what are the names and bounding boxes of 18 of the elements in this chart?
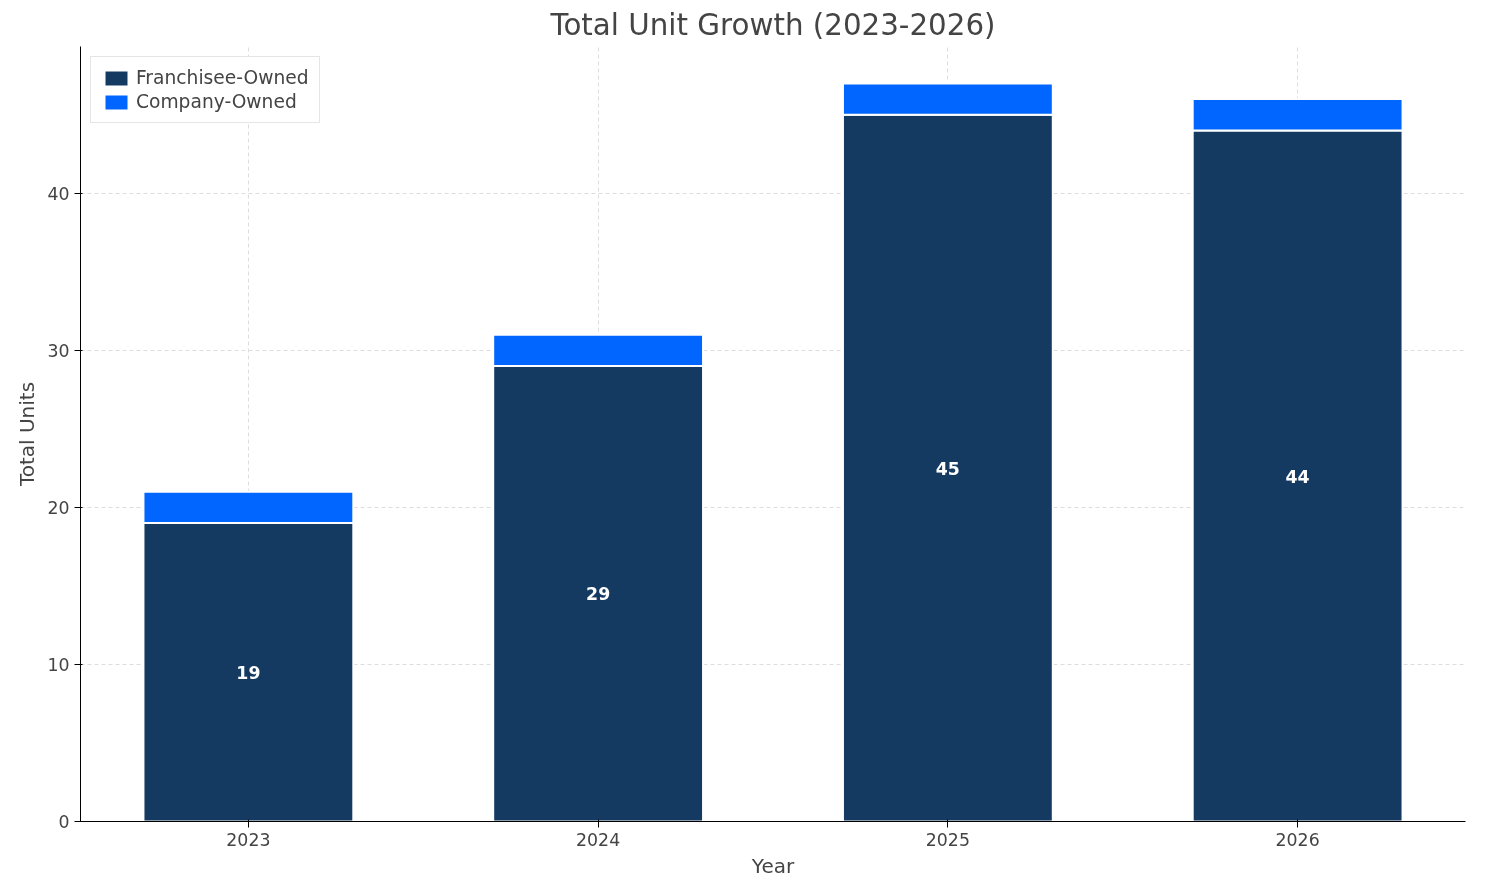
data-label: 19: [236, 662, 261, 683]
x-tick-label: 2024: [576, 829, 621, 850]
y-tick-label: 0: [58, 812, 70, 832]
x-axis-title: Year: [750, 853, 795, 878]
y-tick-label: 10: [47, 654, 70, 675]
data-label: 29: [586, 584, 611, 605]
y-tick-label: 20: [47, 497, 70, 518]
y-tick-label: 40: [47, 183, 70, 204]
x-tick-label: 2025: [925, 829, 970, 850]
legend-label: Company-Owned: [136, 91, 297, 112]
legend-label: Franchisee-Owned: [136, 67, 309, 88]
x-tick-label: 2023: [226, 829, 271, 850]
y-tick-label: 30: [47, 340, 70, 361]
data-label: 44: [1285, 466, 1310, 487]
x-tick-label: 2026: [1275, 829, 1320, 850]
chart-title: Total Unit Growth (2023-2026): [549, 7, 996, 42]
data-label: 45: [935, 458, 960, 479]
y-axis-title: Total Units: [15, 381, 40, 488]
